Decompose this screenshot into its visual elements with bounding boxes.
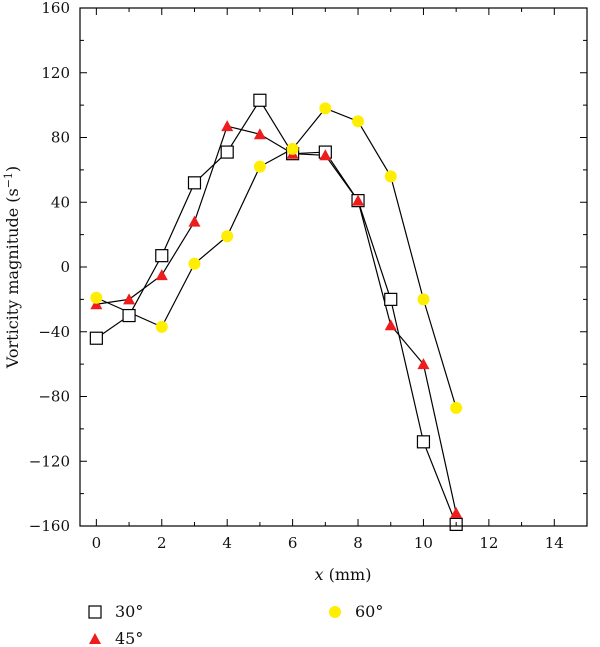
data-point [123, 293, 136, 305]
series-markers-1 [90, 120, 463, 519]
data-point [319, 149, 332, 161]
x-axis-title: x (mm) [315, 565, 372, 584]
data-point [450, 507, 463, 519]
x-tick-label: 8 [353, 534, 363, 552]
legend-item: 30° [88, 602, 143, 621]
data-point [253, 160, 266, 173]
x-axis-unit: (mm) [324, 565, 372, 584]
data-point [416, 435, 431, 449]
series-0 [96, 99, 457, 525]
series-layer [89, 93, 463, 531]
y-tick-label: 80 [51, 129, 70, 147]
y-tick-label: −160 [29, 517, 70, 535]
data-point [155, 320, 168, 333]
legend-marker [89, 633, 101, 644]
data-point [155, 249, 169, 263]
y-tick-label: −80 [38, 388, 70, 406]
data-point [417, 358, 430, 370]
y-axis-label: Vorticity magnitude (s [3, 188, 22, 369]
data-point [253, 128, 266, 140]
legend: 30° 45° 60° [88, 602, 383, 647]
data-point [253, 93, 267, 107]
data-point [187, 176, 202, 190]
legend-marker [329, 606, 341, 618]
y-tick-label: −40 [38, 323, 70, 341]
series-line [96, 99, 457, 525]
data-point [352, 194, 365, 206]
series-line [96, 125, 457, 514]
data-point [221, 120, 234, 132]
x-tick-label: 12 [479, 534, 498, 552]
x-tick-label: 6 [288, 534, 298, 552]
x-axis-var: x [315, 565, 324, 584]
data-point [352, 115, 365, 128]
legend-item: 60° [329, 602, 383, 621]
data-point [220, 145, 234, 159]
data-point [188, 257, 201, 270]
legend-label: 60° [355, 602, 383, 621]
x-tick-label: 10 [414, 534, 433, 552]
data-point [286, 142, 299, 155]
y-tick-label: 160 [41, 0, 70, 17]
legend-item: 45° [89, 629, 143, 647]
x-tick-label: 14 [545, 534, 564, 552]
y-axis-title: Vorticity magnitude (s−1) [2, 166, 22, 369]
data-point [384, 292, 398, 306]
data-point [221, 230, 234, 243]
series-1 [96, 125, 457, 514]
legend-label: 45° [115, 629, 143, 647]
legend-marker [88, 605, 102, 619]
legend-label: 30° [115, 602, 143, 621]
data-point [188, 215, 201, 227]
series-markers-2 [90, 102, 463, 414]
y-axis-close: ) [3, 166, 22, 172]
y-tick-label: 0 [60, 258, 70, 276]
data-point [155, 269, 168, 281]
data-point [384, 319, 397, 331]
axes-layer: 0 2 4 6 8 10 12 14 −160 −120 −80 −40 0 40 80 120 160 [29, 0, 587, 552]
data-point [89, 331, 103, 345]
data-point [319, 102, 332, 115]
series-2 [96, 107, 457, 409]
y-axis-unit-sup: −1 [2, 172, 15, 188]
data-point [450, 401, 463, 414]
y-tick-label: 120 [41, 64, 70, 82]
series-markers-0 [89, 93, 463, 531]
data-point [122, 308, 136, 323]
series-line [96, 107, 457, 409]
data-point [417, 293, 430, 306]
x-tick-label: 4 [222, 534, 232, 552]
data-point [384, 170, 397, 183]
y-tick-label: −120 [29, 452, 70, 470]
x-tick-label: 0 [92, 534, 102, 552]
x-tick-label: 2 [157, 534, 167, 552]
y-tick-label: 40 [51, 193, 70, 211]
data-point [90, 291, 103, 304]
